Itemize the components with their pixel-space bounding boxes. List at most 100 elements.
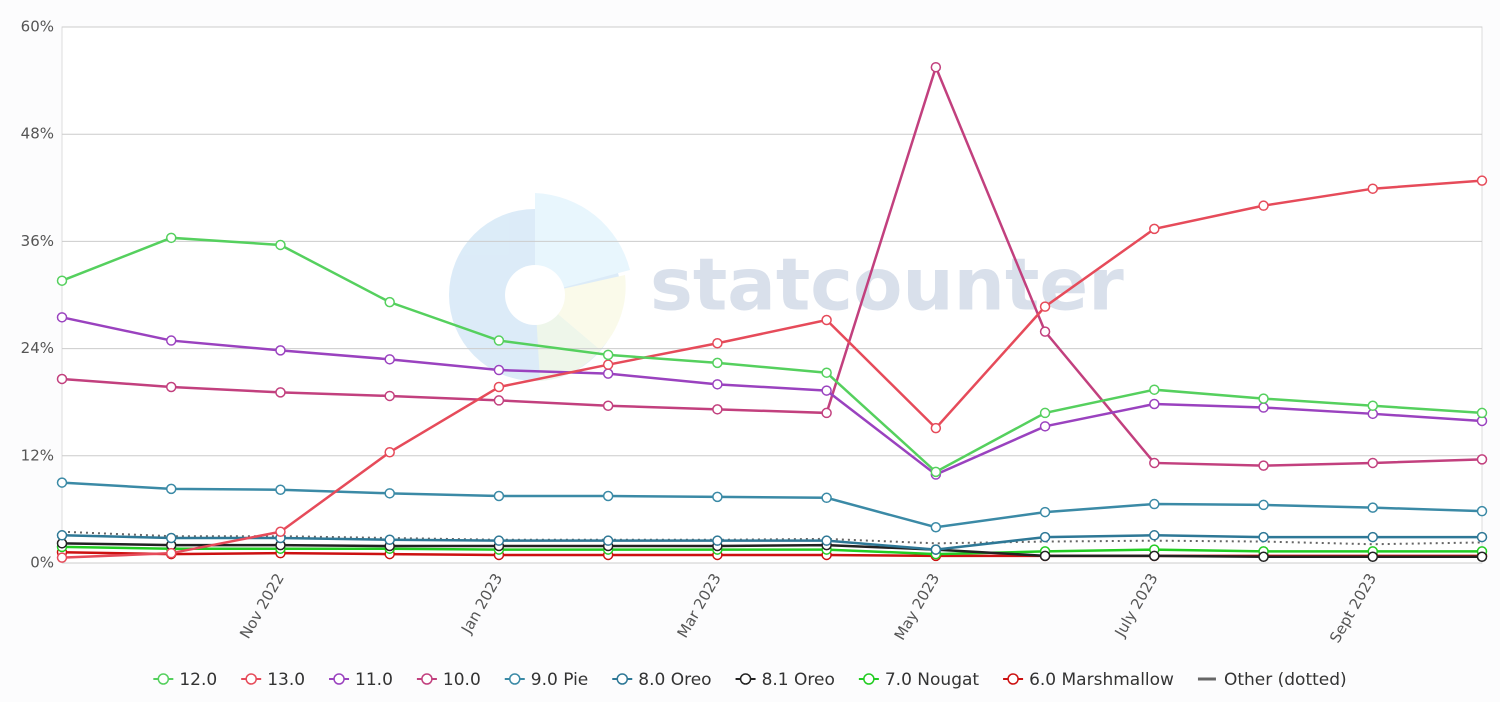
series-line <box>61 63 1483 467</box>
legend-item: 7.0 Nougat <box>858 670 980 690</box>
legend-item: 9.0 Pie <box>504 670 589 690</box>
data-point <box>712 379 723 390</box>
data-point <box>493 395 505 406</box>
data-point <box>1039 326 1051 337</box>
data-point <box>602 368 614 379</box>
data-point <box>1149 498 1160 510</box>
data-point <box>602 400 614 412</box>
data-point <box>821 492 832 504</box>
data-point <box>712 337 723 349</box>
data-point <box>712 404 723 415</box>
legend-label: 9.0 Pie <box>531 670 589 690</box>
data-point <box>712 357 723 369</box>
data-point <box>1149 384 1160 395</box>
legend-item: 8.1 Oreo <box>735 670 835 690</box>
data-point <box>1039 301 1051 312</box>
y-tick-label: 36% <box>21 232 54 250</box>
data-point <box>493 364 505 376</box>
legend-marker <box>245 673 257 685</box>
data-point <box>56 552 68 563</box>
data-point <box>821 535 832 546</box>
legend-label: 13.0 <box>267 670 305 690</box>
data-point <box>493 381 505 393</box>
legend-marker <box>616 673 629 685</box>
data-point <box>821 314 832 326</box>
legend-marker <box>333 673 345 685</box>
data-point <box>712 535 723 546</box>
legend-marker <box>739 673 752 685</box>
data-point <box>821 407 832 419</box>
data-point <box>1367 531 1379 543</box>
series-line <box>61 179 1483 559</box>
data-point <box>1258 551 1269 562</box>
legend-label: 7.0 Nougat <box>885 670 980 690</box>
data-point <box>1476 551 1488 562</box>
legend: 12.0 13.0 11.0 10.0 9.0 Pie 8.0 Oreo 8.1 Oreo 7… <box>153 670 1347 690</box>
legend-label: 6.0 Marshmallow <box>1029 670 1174 690</box>
data-point <box>493 535 505 546</box>
series-line <box>61 534 1482 551</box>
legend-marker <box>509 673 521 685</box>
data-point <box>165 381 177 393</box>
data-point <box>165 532 177 544</box>
data-point <box>1476 505 1488 517</box>
y-tick-label: 12% <box>21 446 54 464</box>
data-point <box>1039 506 1051 518</box>
y-tick-label: 60% <box>21 18 54 36</box>
data-point <box>1367 457 1379 469</box>
legend-label: Other (dotted) <box>1224 670 1347 690</box>
legend-item: 13.0 <box>241 670 305 690</box>
data-point <box>1367 400 1379 412</box>
data-point <box>275 345 286 356</box>
data-point <box>602 535 614 546</box>
data-point <box>602 349 614 361</box>
data-point <box>1039 531 1051 543</box>
data-point <box>930 61 942 73</box>
data-point <box>56 373 68 385</box>
data-point <box>602 359 614 370</box>
y-tick-label: 0% <box>30 554 54 572</box>
legend-item: 6.0 Marshmallow <box>1003 670 1174 690</box>
data-point <box>1039 550 1051 562</box>
series-line <box>61 316 1483 477</box>
y-tick-label: 24% <box>21 339 54 357</box>
data-point <box>1367 183 1379 194</box>
data-point <box>1149 398 1160 410</box>
data-point <box>493 490 505 502</box>
data-point <box>1149 223 1160 235</box>
data-point <box>493 335 505 346</box>
data-point <box>165 483 177 495</box>
data-point <box>1039 421 1051 432</box>
data-point <box>602 490 614 502</box>
plot-area <box>61 26 1483 564</box>
data-point <box>1476 407 1488 419</box>
y-tick-label: 48% <box>21 125 54 143</box>
data-point <box>712 491 723 503</box>
data-point <box>384 390 395 402</box>
data-point <box>1039 407 1051 419</box>
legend-label: 8.0 Oreo <box>638 670 711 690</box>
data-point <box>1149 530 1160 541</box>
data-point <box>1367 551 1379 562</box>
series-line <box>61 545 1482 556</box>
legend-marker <box>421 673 433 685</box>
legend-marker <box>157 673 170 685</box>
legend-label: 12.0 <box>179 670 217 690</box>
data-point <box>1367 502 1379 513</box>
data-point <box>275 387 286 398</box>
data-point <box>384 446 395 458</box>
data-point <box>275 526 286 537</box>
series-line <box>61 236 1483 474</box>
legend-item: Other (dotted) <box>1197 670 1347 690</box>
data-point <box>56 312 68 323</box>
data-point <box>930 544 942 555</box>
data-point <box>1476 175 1488 186</box>
legend-item: 11.0 <box>329 670 393 690</box>
data-point <box>1476 454 1488 465</box>
data-point <box>1258 531 1269 543</box>
data-point <box>821 385 832 396</box>
legend-label: 10.0 <box>443 670 481 690</box>
data-point <box>1258 499 1269 511</box>
data-point <box>930 422 942 434</box>
series-line <box>61 530 1483 546</box>
